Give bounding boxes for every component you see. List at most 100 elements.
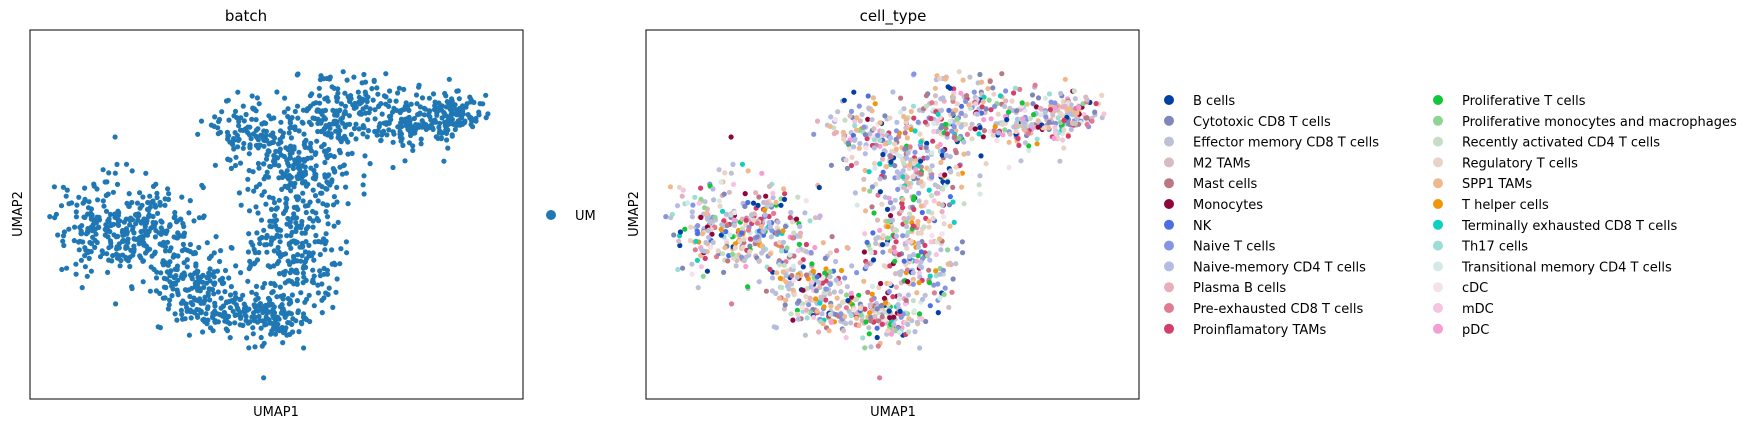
batch-point	[64, 265, 70, 271]
batch-point	[126, 203, 132, 209]
cell-type-point	[753, 190, 759, 196]
batch-point	[452, 126, 458, 133]
batch-point	[340, 69, 346, 75]
batch-point	[250, 325, 256, 331]
cell-type-point	[838, 289, 844, 295]
batch-point	[211, 123, 217, 129]
batch-point	[175, 292, 181, 298]
batch-point	[192, 249, 198, 256]
cell-type-point	[871, 137, 878, 143]
cell-type-point	[742, 191, 748, 197]
batch-point	[302, 259, 308, 265]
cell-type-point	[900, 204, 906, 211]
batch-point	[253, 297, 259, 303]
cell-type-point	[1068, 126, 1074, 133]
batch-point	[357, 101, 363, 107]
cell-type-point	[758, 224, 764, 230]
cell-type-point	[769, 228, 775, 234]
batch-point	[254, 230, 260, 236]
batch-point	[134, 200, 141, 206]
batch-point	[430, 119, 436, 125]
cell-type-point	[1037, 112, 1043, 118]
batch-point	[331, 194, 337, 200]
batch-point	[299, 218, 305, 225]
batch-point	[147, 288, 153, 294]
batch-point	[232, 320, 238, 326]
cell-type-point	[867, 131, 873, 137]
batch-point	[211, 291, 217, 297]
batch-point	[212, 319, 218, 325]
batch-point	[184, 287, 190, 293]
batch-point	[281, 109, 287, 115]
legend-marker	[1433, 240, 1443, 251]
batch-point	[240, 322, 246, 328]
cell-type-point	[767, 224, 773, 230]
batch-point	[104, 251, 110, 257]
batch-point	[345, 139, 351, 145]
batch-point	[316, 85, 322, 91]
cell-type-point	[869, 117, 875, 123]
cell-type-point	[694, 257, 701, 263]
cell-type-point	[908, 126, 914, 133]
cell-type-point	[1062, 76, 1068, 82]
batch-point	[245, 186, 251, 192]
batch-point	[271, 115, 277, 121]
cell-type-point	[745, 284, 751, 290]
cell-type-point	[923, 103, 930, 109]
legend-marker	[1433, 323, 1443, 334]
cell-type-point	[743, 263, 749, 270]
batch-point	[295, 115, 301, 121]
cell-type-point	[759, 243, 765, 249]
cell-type-point	[937, 141, 943, 148]
cell-type-point	[1051, 135, 1057, 141]
cell-type-point	[775, 219, 781, 225]
batch-point	[241, 140, 247, 147]
batch-point	[238, 202, 244, 208]
cell-type-point	[918, 179, 924, 185]
batch-point	[296, 149, 302, 155]
batch-point	[283, 201, 289, 207]
batch-point	[279, 302, 285, 308]
cell-type-point	[823, 286, 829, 292]
batch-point	[82, 185, 88, 191]
cell-type-point	[863, 263, 869, 270]
batch-point	[255, 145, 261, 151]
legend-label: SPP1 TAMs	[1462, 177, 1532, 192]
cell-type-point	[927, 303, 933, 309]
batch-point	[168, 245, 174, 251]
cell-type-point	[687, 238, 693, 244]
batch-point	[47, 214, 53, 220]
batch-point	[321, 295, 327, 301]
cell-type-point	[911, 194, 917, 200]
cell-type-point	[939, 231, 945, 237]
cell-type-point	[901, 185, 907, 191]
cell-type-point	[885, 328, 891, 334]
batch-point	[335, 219, 341, 225]
batch-point	[331, 223, 337, 229]
batch-point	[166, 302, 172, 308]
cell-type-point	[835, 109, 841, 115]
batch-point	[324, 148, 330, 154]
cell-type-point	[783, 273, 789, 279]
batch-point	[442, 90, 448, 97]
batch-point	[390, 139, 396, 145]
batch-point	[347, 121, 353, 127]
batch-point	[284, 196, 290, 202]
cell-type-point	[774, 270, 780, 276]
batch-point	[83, 231, 89, 237]
cell-type-point	[854, 315, 860, 321]
cell-type-point	[779, 284, 785, 291]
cell-type-point	[1031, 112, 1037, 118]
cell-type-point	[948, 168, 954, 174]
batch-ylabel: UMAP2	[11, 191, 26, 237]
cell-type-point	[822, 270, 828, 276]
cell-type-point	[947, 154, 953, 160]
cell-type-point	[760, 247, 767, 254]
batch-point	[310, 280, 317, 286]
cell-type-point	[828, 114, 834, 120]
cell-type-point	[981, 128, 988, 134]
batch-point	[295, 252, 301, 258]
cell-type-point	[698, 214, 704, 220]
batch-point	[261, 227, 267, 233]
batch-point	[411, 115, 417, 122]
